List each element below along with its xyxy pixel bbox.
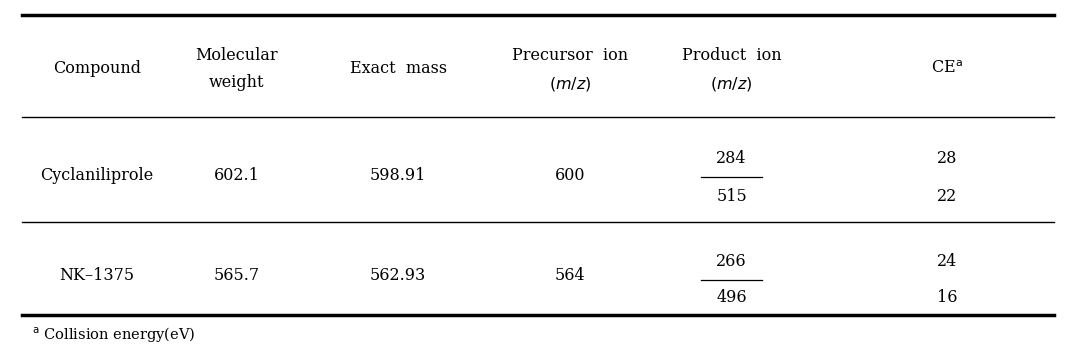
Text: Compound: Compound xyxy=(53,60,141,77)
Text: 16: 16 xyxy=(936,289,958,306)
Text: $^{\mathrm{a}}$ Collision energy(eV): $^{\mathrm{a}}$ Collision energy(eV) xyxy=(32,326,196,344)
Text: 28: 28 xyxy=(937,150,957,167)
Text: 284: 284 xyxy=(717,150,747,167)
Text: 22: 22 xyxy=(937,187,957,205)
Text: $(m/z)$: $(m/z)$ xyxy=(710,75,753,93)
Text: 565.7: 565.7 xyxy=(214,267,259,284)
Text: NK–1375: NK–1375 xyxy=(59,267,134,284)
Text: Exact  mass: Exact mass xyxy=(350,60,447,77)
Text: 266: 266 xyxy=(717,253,747,270)
Text: 600: 600 xyxy=(555,167,585,184)
Text: weight: weight xyxy=(209,74,265,91)
Text: Product  ion: Product ion xyxy=(682,46,781,64)
Text: 598.91: 598.91 xyxy=(370,167,426,184)
Text: Cyclaniliprole: Cyclaniliprole xyxy=(40,167,154,184)
Text: 496: 496 xyxy=(717,289,747,306)
Text: 564: 564 xyxy=(555,267,585,284)
Text: 24: 24 xyxy=(937,253,957,270)
Text: $(m/z)$: $(m/z)$ xyxy=(549,75,592,93)
Text: Molecular: Molecular xyxy=(196,46,278,64)
Text: 515: 515 xyxy=(717,187,747,205)
Text: Precursor  ion: Precursor ion xyxy=(512,46,628,64)
Text: 562.93: 562.93 xyxy=(370,267,426,284)
Text: 602.1: 602.1 xyxy=(214,167,259,184)
Text: CE$^{\mathrm{a}}$: CE$^{\mathrm{a}}$ xyxy=(931,60,963,77)
